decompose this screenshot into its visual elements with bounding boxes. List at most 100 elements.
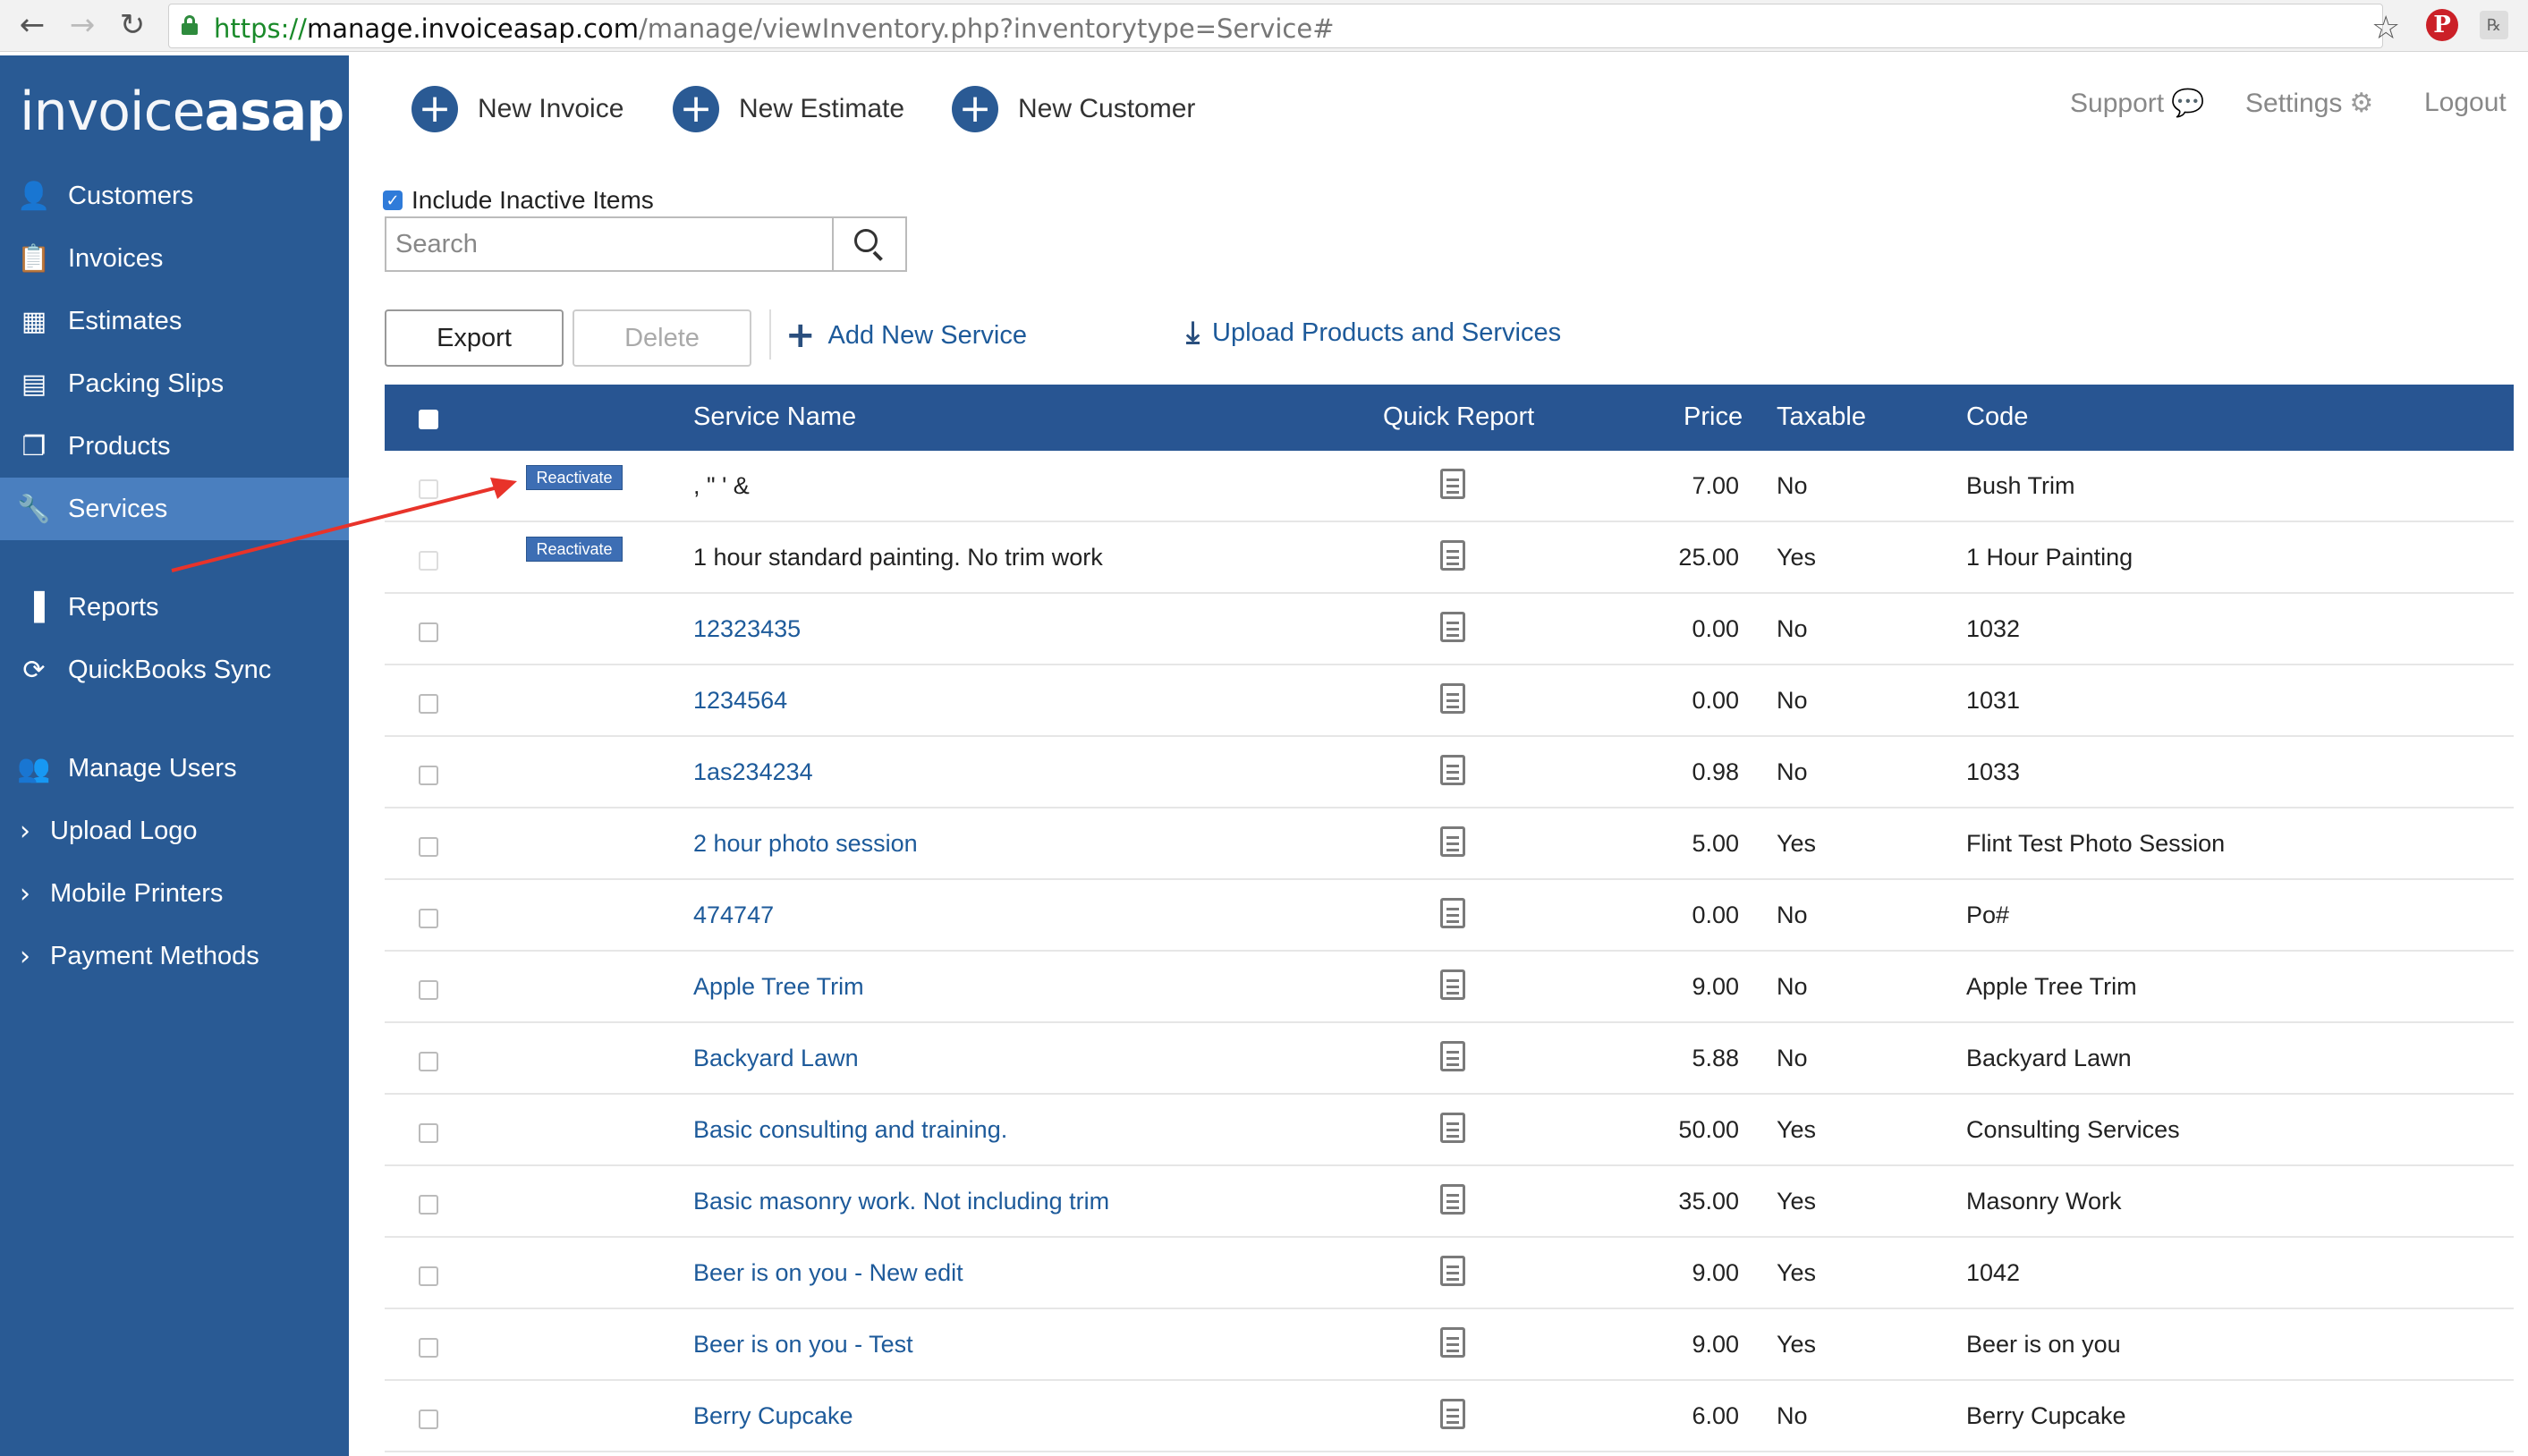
quick-report-icon[interactable]: [1440, 1256, 1465, 1286]
row-checkbox[interactable]: [419, 551, 438, 571]
quick-report-icon[interactable]: [1440, 683, 1465, 714]
table-row: 1234564 0.00 No 1031: [385, 665, 2514, 737]
header-code[interactable]: Code: [1966, 402, 2029, 431]
service-name[interactable]: Basic consulting and training.: [693, 1116, 1008, 1143]
quick-report-icon[interactable]: [1440, 755, 1465, 785]
row-checkbox[interactable]: [419, 1195, 438, 1215]
search-input[interactable]: [385, 216, 834, 272]
service-name[interactable]: 1234564: [693, 687, 788, 714]
new-estimate-label: New Estimate: [739, 94, 905, 123]
sidebar-item-packing-slips[interactable]: ▤ Packing Slips: [0, 352, 349, 415]
sidebar-item-services[interactable]: 🔧 Services: [0, 478, 349, 540]
row-checkbox[interactable]: [419, 909, 438, 928]
sidebar-item-label: Mobile Printers: [50, 878, 224, 908]
sidebar-item-invoices[interactable]: 📋 Invoices: [0, 227, 349, 290]
service-price: 0.00: [1692, 615, 1739, 642]
quick-report-icon[interactable]: [1440, 1327, 1465, 1358]
pinterest-icon[interactable]: P: [2426, 9, 2458, 41]
service-name[interactable]: Beer is on you - New edit: [693, 1259, 963, 1286]
header-taxable[interactable]: Taxable: [1777, 402, 1866, 431]
sidebar-item-mobile-printers[interactable]: › Mobile Printers: [0, 862, 349, 925]
row-checkbox[interactable]: [419, 479, 438, 499]
service-name[interactable]: 1as234234: [693, 758, 813, 785]
upload-products-link[interactable]: ⤓ Upload Products and Services: [1186, 315, 1561, 351]
url-text[interactable]: https://manage.invoiceasap.com/manage/vi…: [214, 13, 1335, 44]
quick-report-icon[interactable]: [1440, 826, 1465, 857]
table-row: Backyard Lawn 5.88 No Backyard Lawn: [385, 1023, 2514, 1095]
service-name[interactable]: 2 hour photo session: [693, 830, 918, 857]
table-row: Beer is on you - Test 9.00 Yes Beer is on y…: [385, 1309, 2514, 1381]
header-price[interactable]: Price: [1684, 402, 1743, 431]
table-row: Reactivate 1 hour standard painting. No t…: [385, 522, 2514, 594]
sidebar-item-quickbooks-sync[interactable]: ⟳ QuickBooks Sync: [0, 639, 349, 701]
row-checkbox[interactable]: [419, 1123, 438, 1143]
row-checkbox[interactable]: [419, 837, 438, 857]
quick-report-icon[interactable]: [1440, 1399, 1465, 1429]
search-button[interactable]: [832, 216, 907, 272]
extension-icon[interactable]: ℞: [2480, 11, 2508, 39]
sidebar-item-label: QuickBooks Sync: [68, 655, 272, 684]
sidebar-item-estimates[interactable]: ▦ Estimates: [0, 290, 349, 352]
export-button[interactable]: Export: [385, 309, 564, 367]
service-name[interactable]: Backyard Lawn: [693, 1045, 859, 1071]
delete-button[interactable]: Delete: [573, 309, 751, 367]
quick-report-icon[interactable]: [1440, 469, 1465, 499]
forward-arrow-icon[interactable]: →: [69, 7, 96, 43]
sidebar-item-manage-users[interactable]: 👥 Manage Users: [0, 737, 349, 800]
service-name[interactable]: Apple Tree Trim: [693, 973, 864, 1000]
row-checkbox[interactable]: [419, 1266, 438, 1286]
service-name[interactable]: Beer is on you - Test: [693, 1331, 913, 1358]
quick-report-icon[interactable]: [1440, 1041, 1465, 1071]
star-icon[interactable]: ☆: [2371, 10, 2401, 47]
new-customer-button[interactable]: + New Customer: [952, 86, 1195, 132]
service-name[interactable]: 12323435: [693, 615, 802, 642]
reactivate-button[interactable]: Reactivate: [526, 465, 623, 490]
sidebar-item-upload-logo[interactable]: › Upload Logo: [0, 800, 349, 862]
support-link[interactable]: Support 💬: [2070, 88, 2204, 119]
row-checkbox[interactable]: [419, 980, 438, 1000]
row-checkbox[interactable]: [419, 1052, 438, 1071]
back-arrow-icon[interactable]: ←: [19, 7, 46, 43]
table-row: Berry Cupcake 6.00 No Berry Cupcake: [385, 1381, 2514, 1452]
settings-label: Settings: [2245, 88, 2343, 118]
user-icon: 👤: [17, 180, 51, 212]
quick-report-icon[interactable]: [1440, 540, 1465, 571]
settings-link[interactable]: Settings ⚙: [2245, 88, 2373, 119]
service-code: 1032: [1966, 615, 2021, 642]
service-code: Beer is on you: [1966, 1331, 2121, 1358]
new-invoice-button[interactable]: + New Invoice: [411, 86, 624, 132]
url-path: /manage/viewInventory.php?inventorytype=…: [639, 13, 1335, 44]
plus-circle-icon: +: [411, 86, 458, 132]
service-name[interactable]: Basic masonry work. Not including trim: [693, 1188, 1110, 1215]
service-code: 1 Hour Painting: [1966, 544, 2134, 571]
new-estimate-button[interactable]: + New Estimate: [673, 86, 904, 132]
sidebar-item-products[interactable]: ❐ Products: [0, 415, 349, 478]
header-service-name[interactable]: Service Name: [693, 402, 857, 431]
reactivate-button[interactable]: Reactivate: [526, 537, 623, 562]
logout-link[interactable]: Logout: [2424, 88, 2507, 118]
logo[interactable]: invoiceasap: [20, 80, 344, 143]
row-checkbox[interactable]: [419, 694, 438, 714]
include-inactive-checkbox[interactable]: ✓: [383, 190, 403, 210]
service-name[interactable]: 474747: [693, 902, 775, 928]
service-name[interactable]: Berry Cupcake: [693, 1402, 853, 1429]
add-new-service-link[interactable]: + Add New Service: [785, 315, 1027, 356]
select-all-checkbox[interactable]: [419, 410, 438, 429]
sidebar-item-payment-methods[interactable]: › Payment Methods: [0, 925, 349, 987]
table-row: Basic masonry work. Not including trim 35…: [385, 1166, 2514, 1238]
row-checkbox[interactable]: [419, 1338, 438, 1358]
sidebar-item-label: Packing Slips: [68, 368, 225, 398]
quick-report-icon[interactable]: [1440, 612, 1465, 642]
row-checkbox[interactable]: [419, 1409, 438, 1429]
sidebar-item-customers[interactable]: 👤 Customers: [0, 165, 349, 227]
quick-report-icon[interactable]: [1440, 1113, 1465, 1143]
reload-icon[interactable]: ↻: [119, 7, 146, 43]
sidebar-item-reports[interactable]: ▐​ Reports: [0, 576, 349, 639]
row-checkbox[interactable]: [419, 622, 438, 642]
address-bar[interactable]: https://manage.invoiceasap.com/manage/vi…: [168, 4, 2400, 48]
quick-report-icon[interactable]: [1440, 969, 1465, 1000]
include-inactive-toggle[interactable]: ✓ Include Inactive Items: [383, 186, 654, 215]
row-checkbox[interactable]: [419, 766, 438, 785]
quick-report-icon[interactable]: [1440, 898, 1465, 928]
quick-report-icon[interactable]: [1440, 1184, 1465, 1215]
